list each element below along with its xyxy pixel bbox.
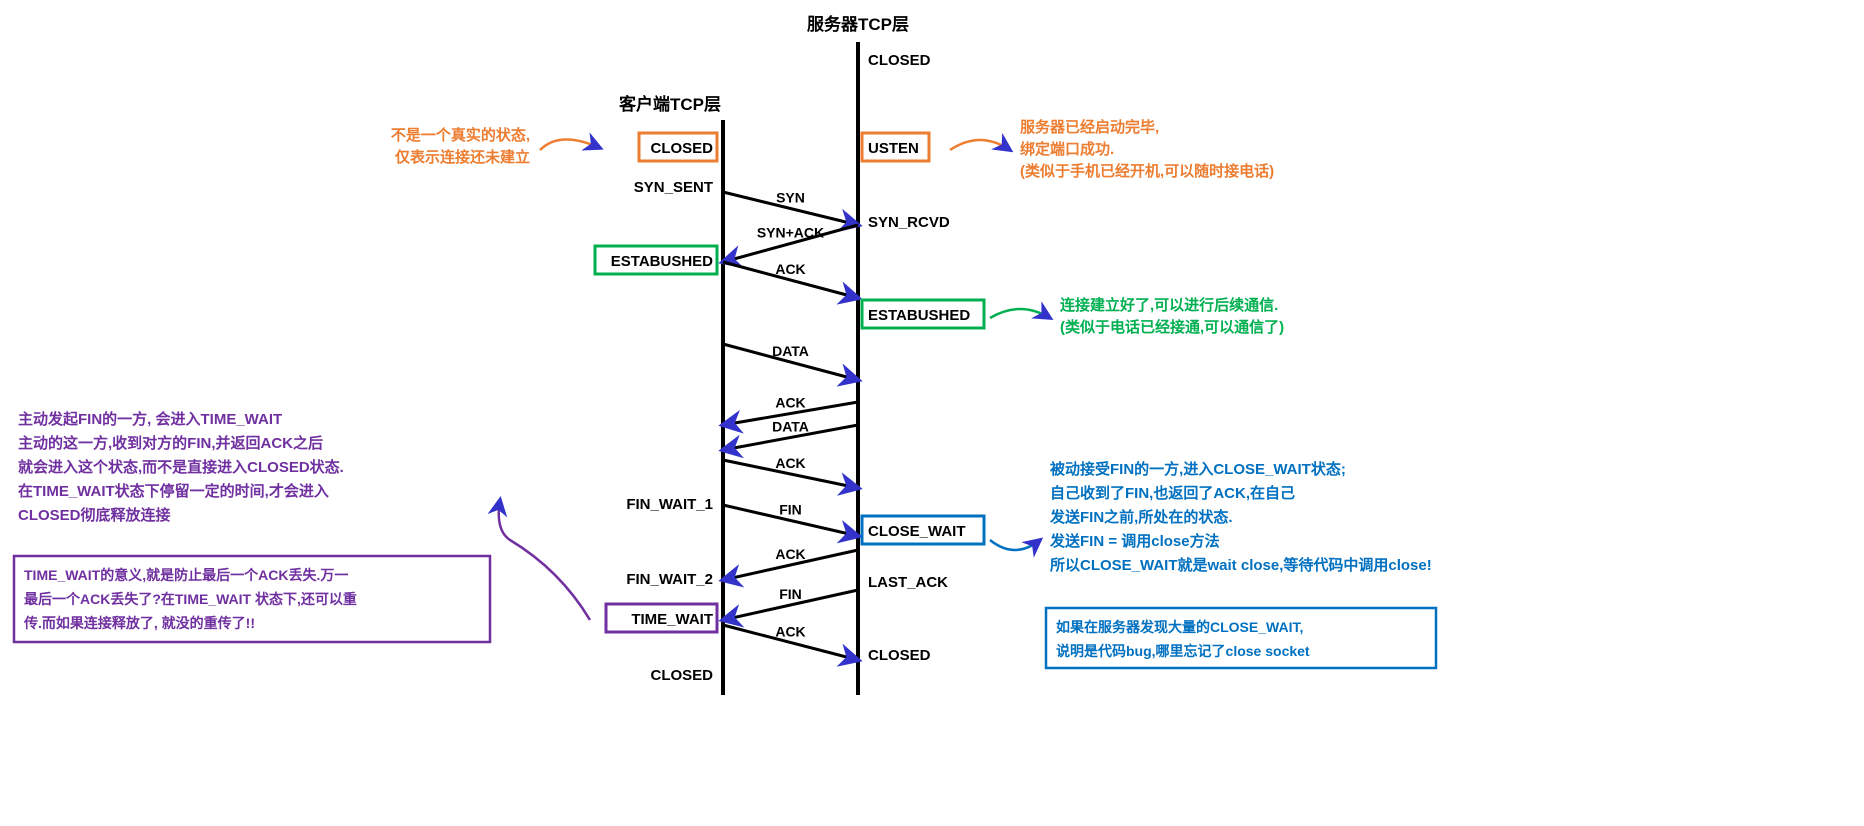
tcp-state-diagram: 服务器TCP层 客户端TCP层 SYN SYN+ACK ACK DATA ACK DATA… <box>0 0 1864 826</box>
cw-note-l4: 发送FIN = 调用close方法 <box>1049 532 1220 550</box>
srv-closed-top-label: CLOSED <box>868 52 931 69</box>
listen-note-l3: (类似于手机已经开机,可以随时接电话) <box>1020 162 1274 180</box>
cw-note-l2: 自己收到了FIN,也返回了ACK,在自己 <box>1050 484 1295 502</box>
close-wait-note-arrow <box>990 540 1040 550</box>
listen-note-group: 服务器已经启动完毕, 绑定端口成功. (类似于手机已经开机,可以随时接电话) <box>950 118 1274 180</box>
msg-ack5-label: ACK <box>775 624 805 640</box>
closed-note-arrow <box>540 139 600 150</box>
msg-data1-label: DATA <box>772 343 809 359</box>
tw-note-l3: 就会进入这个状态,而不是直接进入CLOSED状态. <box>18 458 344 476</box>
srv-listen-label: USTEN <box>868 140 919 157</box>
time-wait-note-group: 主动发起FIN的一方, 会进入TIME_WAIT 主动的这一方,收到对方的FIN… <box>18 410 590 620</box>
client-states: CLOSED SYN_SENT ESTABUSHED FIN_WAIT_1 FIN_WA… <box>595 133 717 684</box>
srv-close-wait-label: CLOSE_WAIT <box>868 523 966 540</box>
close-wait-box-rect <box>1046 608 1436 668</box>
listen-note-arrow <box>950 140 1010 150</box>
cli-fin-wait-2-label: FIN_WAIT_2 <box>626 571 713 588</box>
msg-fin1-label: FIN <box>779 502 802 518</box>
tw-box-l1: TIME_WAIT的意义,就是防止最后一个ACK丢失.万一 <box>24 567 348 583</box>
cw-note-l3: 发送FIN之前,所处在的状态. <box>1049 508 1233 526</box>
tw-box-l2: 最后一个ACK丢失了?在TIME_WAIT 状态下,还可以重 <box>24 591 357 607</box>
closed-note-group: 不是一个真实的状态, 仅表示连接还未建立 <box>391 126 600 166</box>
tw-note-l5: CLOSED彻底释放连接 <box>18 506 171 524</box>
close-wait-note-group: 被动接受FIN的一方,进入CLOSE_WAIT状态; 自己收到了FIN,也返回了… <box>990 460 1432 574</box>
msg-fin2-label: FIN <box>779 586 802 602</box>
cli-established-label: ESTABUSHED <box>611 253 713 270</box>
time-wait-box-group: TIME_WAIT的意义,就是防止最后一个ACK丢失.万一 最后一个ACK丢失了… <box>14 556 490 642</box>
tw-note-l1: 主动发起FIN的一方, 会进入TIME_WAIT <box>18 410 282 428</box>
msg-syn-label: SYN <box>776 190 805 206</box>
cli-closed-top-label: CLOSED <box>650 140 713 157</box>
srv-established-label: ESTABUSHED <box>868 307 970 324</box>
time-wait-note-arrow <box>499 500 590 620</box>
closed-note-l2: 仅表示连接还未建立 <box>394 148 530 166</box>
cli-time-wait-label: TIME_WAIT <box>631 611 713 628</box>
tw-box-l3: 传.而如果连接释放了, 就没的重传了!! <box>23 615 255 631</box>
msg-synack-label: SYN+ACK <box>757 225 824 241</box>
estab-note-l2: (类似于电话已经接通,可以通信了) <box>1060 318 1284 336</box>
messages: SYN SYN+ACK ACK DATA ACK DATA ACK FIN ACK FIN ACK <box>723 190 858 661</box>
client-header: 客户端TCP层 <box>618 94 721 114</box>
cli-closed-bottom-label: CLOSED <box>650 667 713 684</box>
closed-note-l1: 不是一个真实的状态, <box>391 126 530 144</box>
msg-ack2-label: ACK <box>775 395 805 411</box>
estab-note-l1: 连接建立好了,可以进行后续通信. <box>1060 296 1278 314</box>
srv-syn-rcvd-label: SYN_RCVD <box>868 214 950 231</box>
msg-ack4-label: ACK <box>775 546 805 562</box>
server-header: 服务器TCP层 <box>807 14 909 34</box>
srv-closed-bottom-label: CLOSED <box>868 647 931 664</box>
cli-syn-sent-label: SYN_SENT <box>634 179 713 196</box>
tw-note-l2: 主动的这一方,收到对方的FIN,并返回ACK之后 <box>18 434 323 452</box>
cli-fin-wait-1-label: FIN_WAIT_1 <box>626 496 713 513</box>
msg-ack1-label: ACK <box>775 261 805 277</box>
tw-note-l4: 在TIME_WAIT状态下停留一定的时间,才会进入 <box>18 482 329 500</box>
estab-note-group: 连接建立好了,可以进行后续通信. (类似于电话已经接通,可以通信了) <box>990 296 1284 336</box>
listen-note-l1: 服务器已经启动完毕, <box>1020 118 1159 136</box>
cw-note-l1: 被动接受FIN的一方,进入CLOSE_WAIT状态; <box>1050 460 1346 478</box>
close-wait-box-group: 如果在服务器发现大量的CLOSE_WAIT, 说明是代码bug,哪里忘记了clo… <box>1046 608 1436 668</box>
msg-ack3-label: ACK <box>775 455 805 471</box>
srv-last-ack-label: LAST_ACK <box>868 574 948 591</box>
listen-note-l2: 绑定端口成功. <box>1020 140 1114 158</box>
cw-box-l2: 说明是代码bug,哪里忘记了close socket <box>1056 643 1310 659</box>
server-states: CLOSED USTEN SYN_RCVD ESTABUSHED CLOSE_WAIT L… <box>862 52 984 664</box>
cw-note-l5: 所以CLOSE_WAIT就是wait close,等待代码中调用close! <box>1050 556 1432 574</box>
estab-note-arrow <box>990 309 1050 318</box>
msg-data2-label: DATA <box>772 419 809 435</box>
cw-box-l1: 如果在服务器发现大量的CLOSE_WAIT, <box>1056 619 1303 635</box>
